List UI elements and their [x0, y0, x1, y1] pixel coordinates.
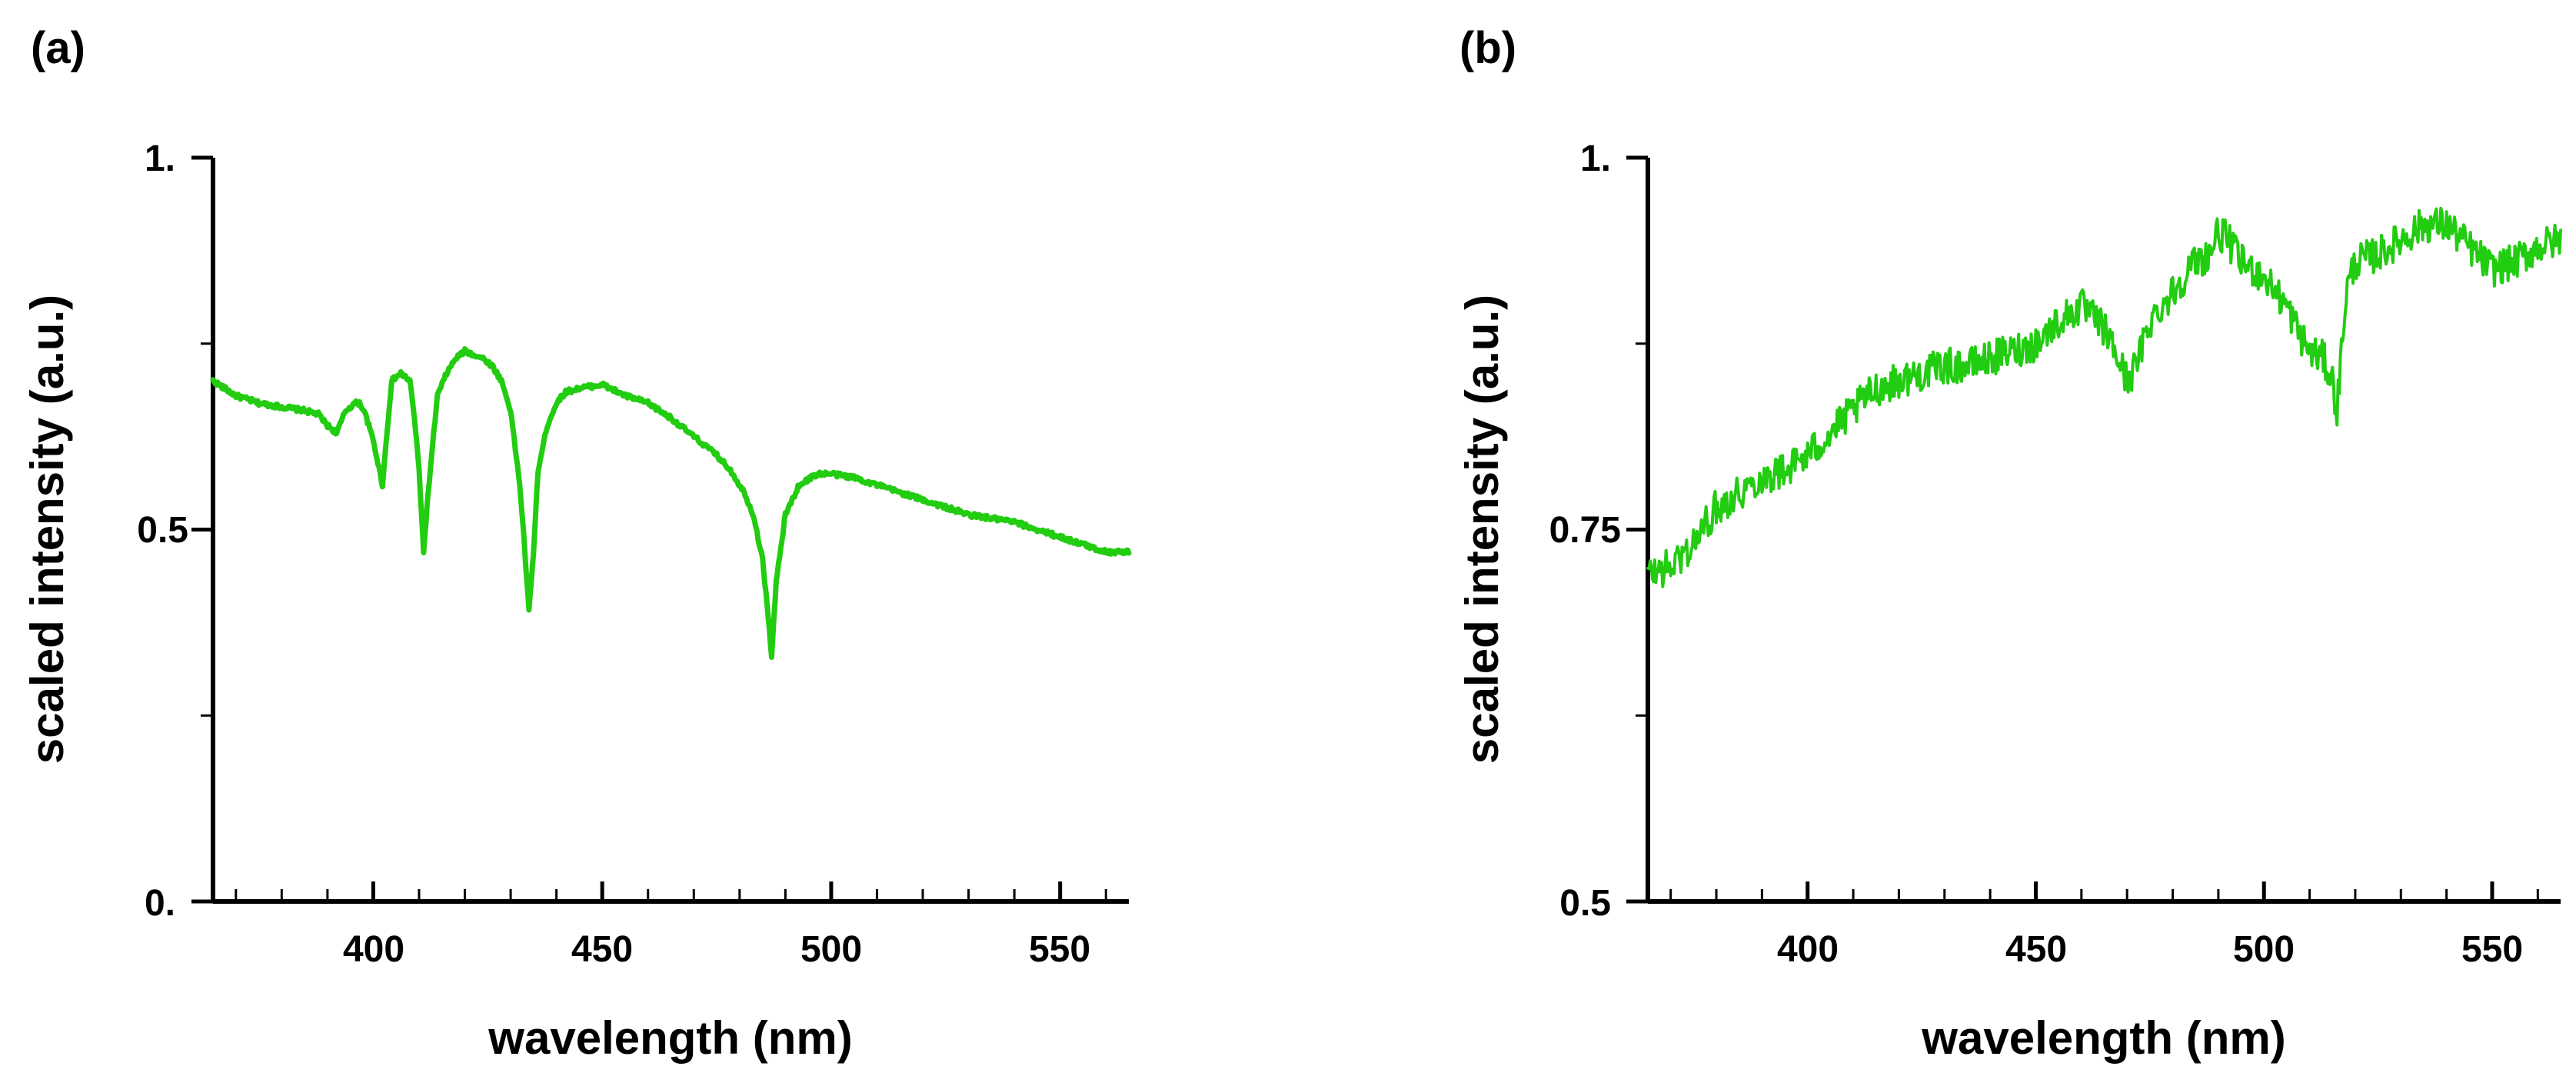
y-tick-label: 0.75 [1549, 510, 1621, 551]
x-ticks-b [1669, 881, 2539, 901]
x-tick-label: 400 [1777, 929, 1839, 970]
panel-label-b: (b) [1459, 23, 1516, 73]
x-axis-title-b: wavelength (nm) [1921, 1012, 2285, 1064]
y-tick-label: 0.5 [137, 510, 188, 551]
x-tick-label: 450 [2005, 929, 2067, 970]
x-tick-label: 500 [800, 929, 862, 970]
y-tick-label: 1. [1580, 138, 1611, 179]
x-ticks-a [235, 881, 1107, 901]
y-tick-label: 0. [145, 883, 175, 924]
series-line-a [210, 346, 1132, 660]
y-axis-title-b: scaled intensity (a.u.) [1456, 295, 1508, 764]
x-axis-title-a: wavelength (nm) [488, 1012, 852, 1064]
x-tick-label: 500 [2233, 929, 2295, 970]
y-ticks-a [191, 155, 213, 904]
x-tick-label: 400 [343, 929, 404, 970]
panel-label-a: (a) [31, 23, 85, 73]
y-axis-title-a: scaled intensity (a.u.) [22, 295, 73, 764]
x-tick-label: 450 [571, 929, 633, 970]
x-tick-label: 550 [1029, 929, 1090, 970]
y-ticks-b [1626, 155, 1648, 904]
panel-a: (a) 0. 0.5 1. 400 450 500 550 wavelength… [22, 23, 1132, 1064]
x-tick-label: 550 [2461, 929, 2523, 970]
series-line-b [1646, 206, 2562, 588]
y-tick-label: 0.5 [1559, 883, 1611, 924]
y-tick-label: 1. [145, 138, 175, 179]
panel-b: (b) 0.5 0.75 1. 400 450 500 550 waveleng… [1456, 23, 2562, 1064]
